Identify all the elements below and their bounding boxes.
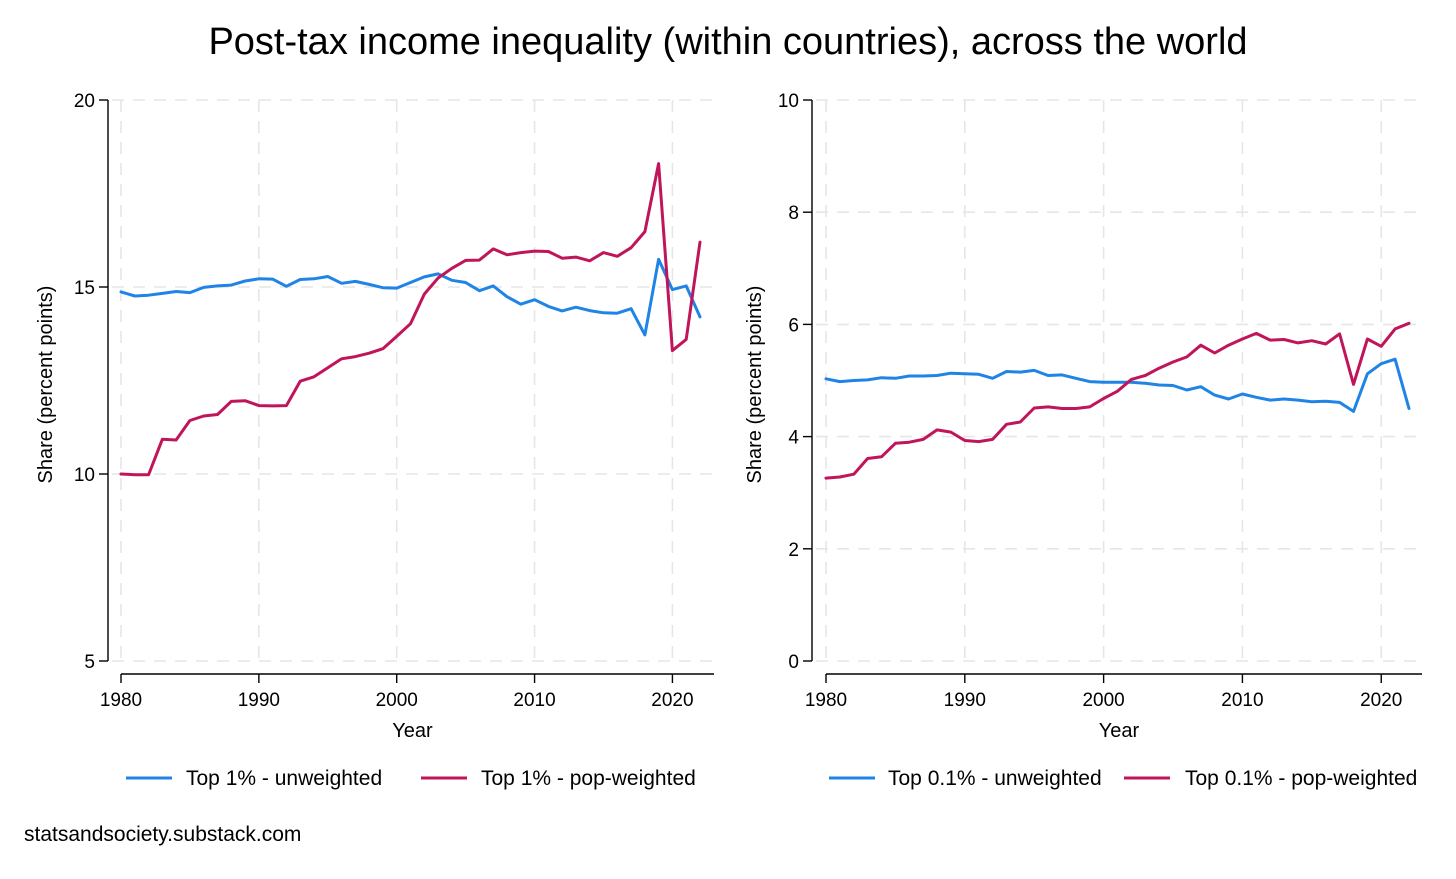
x-tick-label: 2020: [1360, 690, 1402, 711]
y-tick-label: 10: [778, 91, 799, 112]
panel-top1: 5 10 15 20 1980 1990 2000 2010 2020 Year Share (pe…: [35, 91, 714, 790]
series-line-unweighted: [119, 257, 702, 337]
x-tick-label: 1980: [100, 690, 142, 711]
y-tick-label: 8: [788, 203, 799, 224]
legend-label: Top 1% - pop-weighted: [481, 767, 696, 790]
series-line-unweighted: [824, 357, 1411, 413]
series-line-pop-weighted: [119, 162, 702, 477]
x-tick-label: 2000: [376, 690, 418, 711]
y-tick-label: 2: [788, 540, 799, 561]
y-tick-label: 6: [788, 315, 799, 336]
y-axis-title: Share (percent points): [35, 286, 57, 484]
y-tick-label: 20: [74, 91, 95, 112]
x-tick-label: 1980: [805, 690, 847, 711]
y-tick-label: 10: [74, 465, 95, 486]
y-tick-label: 5: [84, 652, 95, 673]
y-axis-title: Share (percent points): [744, 286, 766, 484]
x-tick-label: 2010: [513, 690, 555, 711]
x-tick-label: 1990: [944, 690, 986, 711]
y-tick-label: 4: [788, 428, 799, 449]
x-axis-title: Year: [1099, 720, 1140, 742]
y-tick-label: 15: [74, 278, 95, 299]
source-credit: statsandsociety.substack.com: [24, 823, 301, 846]
panel-top01: 0 2 4 6 8 10 1980 1990 2000 2010 2020 Year Share (pe…: [744, 91, 1422, 790]
x-tick-label: 2020: [651, 690, 693, 711]
x-tick-label: 2000: [1082, 690, 1124, 711]
legend-label: Top 0.1% - unweighted: [888, 767, 1102, 790]
x-tick-label: 2010: [1221, 690, 1263, 711]
y-tick-label: 0: [788, 652, 799, 673]
x-axis-title: Year: [392, 720, 433, 742]
series-line-pop-weighted: [824, 321, 1411, 480]
legend-label: Top 1% - unweighted: [186, 767, 382, 790]
chart-title: Post-tax income inequality (within count…: [208, 21, 1247, 63]
x-tick-label: 1990: [238, 690, 280, 711]
legend-label: Top 0.1% - pop-weighted: [1185, 767, 1417, 790]
